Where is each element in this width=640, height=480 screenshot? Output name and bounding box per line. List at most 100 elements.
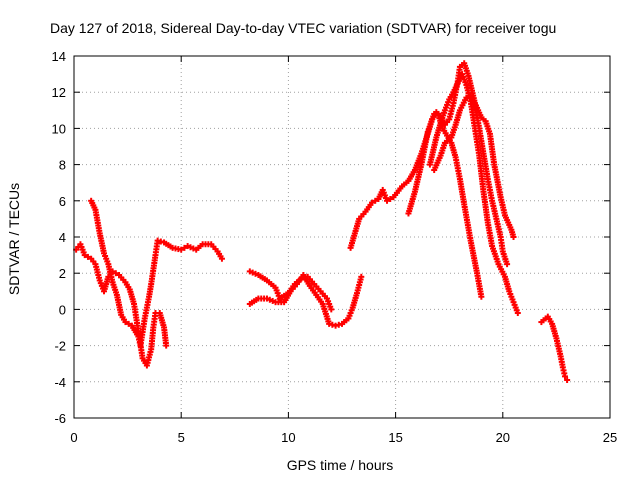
data-point-interp — [372, 197, 379, 204]
data-point-interp — [261, 295, 268, 302]
data-point-interp — [100, 247, 107, 254]
data-point-interp — [430, 113, 437, 120]
data-point-interp — [120, 276, 127, 283]
data-point-interp — [499, 245, 506, 252]
data-point-interp — [462, 79, 469, 86]
data-point-interp — [441, 109, 448, 116]
data-point-interp — [505, 285, 512, 292]
data-point-interp — [460, 198, 467, 205]
data-point-interp — [497, 231, 504, 238]
data-point-interp — [484, 216, 491, 223]
data-point-interp — [513, 307, 520, 314]
data-point-interp — [96, 227, 103, 234]
grid-lines — [74, 56, 610, 418]
x-tick-label: 15 — [388, 430, 402, 445]
data-point-interp — [90, 258, 97, 265]
y-tick-label: 4 — [59, 230, 66, 245]
data-point-interp — [321, 293, 328, 300]
data-point-interp — [80, 249, 87, 256]
data-point-interp — [509, 296, 516, 303]
data-point-interp — [152, 254, 159, 261]
y-axis-label: SDTVAR / TECUs — [6, 183, 22, 295]
y-tick-label: -4 — [54, 375, 66, 390]
data-point-interp — [147, 283, 154, 290]
data-point-interp — [500, 271, 507, 278]
data-point-interp — [449, 102, 456, 109]
x-tick-label: 5 — [178, 430, 185, 445]
data-point-interp — [291, 283, 298, 290]
data-point-interp — [348, 307, 355, 314]
y-tick-label: -6 — [54, 411, 66, 426]
data-point-interp — [181, 244, 188, 251]
data-point-interp — [253, 296, 260, 303]
data-point-interp — [327, 303, 334, 310]
data-point-interp — [343, 317, 350, 324]
data-point-interp — [490, 159, 497, 166]
data-point-interp — [444, 119, 451, 126]
data-point-interp — [387, 195, 394, 202]
data-point-interp — [432, 136, 439, 143]
data-point-interp — [488, 240, 495, 247]
data-point-interp — [190, 245, 197, 252]
data-point-interp — [217, 253, 224, 260]
data-point-interp — [112, 270, 119, 277]
data-point-interp — [424, 131, 431, 138]
data-point-interp — [436, 154, 443, 161]
data-point-interp — [335, 321, 342, 328]
data-point-interp — [488, 195, 495, 202]
data-point-interp — [318, 298, 325, 305]
data-point-interp — [357, 276, 364, 283]
data-point-interp — [275, 292, 282, 299]
data-point-interp — [451, 124, 458, 131]
data-point-interp — [108, 276, 115, 283]
data-point-interp — [484, 173, 491, 180]
data-point-interp — [367, 201, 374, 208]
data-point-interp — [470, 99, 477, 106]
data-point-interp — [197, 243, 204, 250]
x-tick-label: 0 — [70, 430, 77, 445]
y-tick-label: 8 — [59, 158, 66, 173]
x-tick-label: 25 — [603, 430, 617, 445]
data-point-interp — [480, 148, 487, 155]
data-point-interp — [139, 352, 146, 359]
data-point-interp — [436, 122, 443, 129]
data-point-interp — [286, 290, 293, 297]
data-point-interp — [410, 169, 417, 176]
plot-frame — [73, 55, 611, 419]
data-point-interp — [104, 258, 111, 265]
data-point-interp — [473, 267, 480, 274]
data-point-interp — [145, 296, 152, 303]
data-point-interp — [494, 258, 501, 265]
data-point-interp — [411, 191, 418, 198]
data-point-interp — [91, 204, 98, 211]
data-point-interp — [141, 318, 148, 325]
data-point-interp — [456, 66, 463, 73]
data-point-interp — [147, 348, 154, 355]
data-point-interp — [453, 82, 460, 89]
data-point-interp — [167, 243, 174, 250]
data-point-interp — [160, 322, 167, 329]
data-point-interp — [154, 240, 161, 247]
data-point-interp — [449, 91, 456, 98]
data-point-interp — [403, 179, 410, 186]
data-point-interp — [561, 370, 568, 377]
data-point-interp — [305, 280, 312, 287]
data-point-interp — [152, 312, 159, 319]
x-tick-label: 20 — [496, 430, 510, 445]
data-point-interp — [252, 270, 259, 277]
data-point-interp — [134, 331, 141, 338]
data-point-interp — [130, 298, 137, 305]
data-point-interp — [269, 297, 276, 304]
data-point-interp — [475, 122, 482, 129]
data-point-interp — [175, 246, 182, 253]
chart-title: Day 127 of 2018, Sidereal Day-to-day VTE… — [50, 20, 556, 36]
data-point-interp — [559, 361, 566, 368]
data-point-interp — [329, 321, 336, 328]
data-point-interp — [278, 299, 285, 306]
y-tick-label: 12 — [52, 85, 66, 100]
data-point-interp — [125, 284, 132, 291]
data-point-interp — [486, 128, 493, 135]
data-point-interp — [355, 218, 362, 225]
data-point-interp — [150, 327, 157, 334]
data-point-interp — [270, 282, 277, 289]
